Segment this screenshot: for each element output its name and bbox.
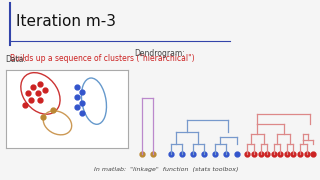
Text: Builds up a sequence of clusters ("hierarchical"): Builds up a sequence of clusters ("hiera… [10,54,194,63]
Text: Iteration m-3: Iteration m-3 [16,14,116,29]
Text: Dendrogram:: Dendrogram: [134,49,185,58]
Text: Data:: Data: [5,55,26,64]
Text: In matlab:  "linkage"  function  (stats toolbox): In matlab: "linkage" function (stats too… [94,167,239,172]
